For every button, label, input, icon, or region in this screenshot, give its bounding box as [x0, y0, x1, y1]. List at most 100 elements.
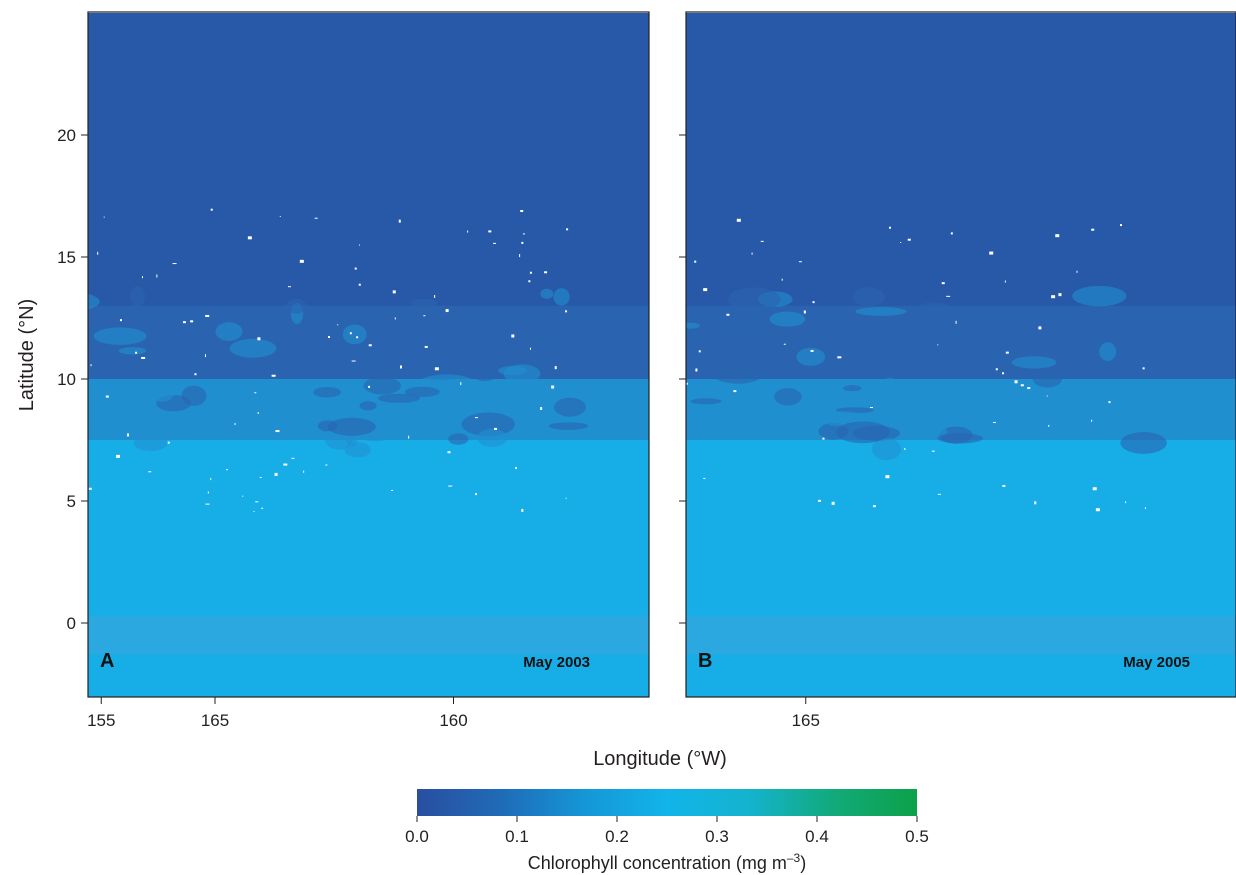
- chlorophyll-patch: [835, 421, 890, 444]
- cloud-pixel: [551, 385, 555, 389]
- cloud-mask-b: [0, 218, 1146, 512]
- colorbar-tick-label: 0.3: [705, 827, 729, 846]
- cloud-pixel: [148, 471, 152, 473]
- cloud-pixel: [103, 216, 105, 218]
- cloud-pixel: [368, 344, 372, 347]
- cloud-pixel: [1, 394, 3, 396]
- chlorophyll-patch: [327, 417, 376, 436]
- cloud-pixel: [43, 278, 46, 281]
- panel-letter-a: A: [100, 650, 114, 672]
- cloud-pixel: [0, 505, 3, 507]
- chlorophyll-patch: [467, 362, 501, 371]
- cloud-pixel: [818, 499, 822, 502]
- map-panel-b: B May 2005 165160155150: [0, 11, 1236, 730]
- cloud-pixel: [675, 249, 679, 251]
- colorbar-bar: [417, 789, 917, 816]
- cloud-pixel: [76, 472, 78, 474]
- cloud-pixel: [255, 501, 259, 503]
- colorbar-title: Chlorophyll concentration (mg m–3): [528, 851, 806, 873]
- chlorophyll-patch: [0, 385, 6, 408]
- cloud-pixel: [1092, 487, 1097, 491]
- chlorophyll-patch: [842, 385, 862, 392]
- chlorophyll-patch: [553, 288, 570, 306]
- cloud-pixel: [167, 441, 170, 444]
- chlorophyll-patch: [88, 294, 100, 310]
- cruise-track-a: [0, 103, 30, 479]
- cloud-pixel: [242, 495, 244, 497]
- chlorophyll-patch: [229, 338, 277, 358]
- cloud-pixel: [41, 318, 43, 321]
- chlorophyll-patch: [359, 401, 377, 411]
- cloud-pixel: [1005, 351, 1009, 354]
- cloud-pixel: [1091, 419, 1093, 422]
- chlorophyll-patch: [774, 388, 802, 406]
- cloud-pixel: [391, 489, 394, 491]
- cloud-pixel: [358, 244, 360, 246]
- chlorophyll-patch: [937, 433, 983, 444]
- cloud-pixel: [79, 300, 81, 302]
- cloud-pixel: [1046, 395, 1048, 397]
- cloud-pixel: [358, 283, 361, 286]
- chlorophyll-patch: [871, 437, 902, 461]
- cloud-pixel: [1142, 367, 1145, 370]
- y-axis-b: [679, 134, 686, 624]
- cloud-pixel: [955, 320, 957, 324]
- cloud-pixel: [274, 472, 278, 476]
- cloud-pixel: [156, 274, 158, 278]
- cloud-pixel: [760, 240, 764, 242]
- cloud-pixel: [521, 241, 524, 244]
- cloud-pixel: [950, 232, 953, 235]
- cloud-pixel: [907, 238, 911, 241]
- cloud-pixel: [992, 422, 996, 424]
- cloud-pixel: [751, 252, 753, 255]
- cloud-pixel: [521, 508, 524, 512]
- cloud-pixel: [53, 368, 55, 369]
- cloud-pixel: [837, 356, 842, 359]
- chlorophyll-patch: [56, 429, 87, 447]
- chlorophyll-patch: [71, 433, 90, 454]
- chlorophyll-patch: [1072, 285, 1127, 307]
- chlorophyll-patch: [363, 348, 388, 363]
- x-axis-title: Longitude (°W): [593, 748, 727, 770]
- cloud-pixel: [135, 351, 138, 354]
- cloud-pixel: [520, 210, 524, 213]
- cloud-pixel: [182, 321, 186, 324]
- chlorophyll-patch: [344, 442, 371, 458]
- cloud-pixel: [694, 260, 697, 263]
- chlorophyll-band: [686, 13, 1236, 307]
- cloud-pixel: [14, 510, 17, 511]
- cloud-pixel: [4, 487, 5, 489]
- cloud-pixel: [398, 219, 401, 223]
- colorbar-title-sup: –3: [787, 851, 801, 865]
- cloud-pixel: [680, 260, 683, 262]
- cloud-pixel: [904, 448, 906, 451]
- chlorophyll-patch: [93, 327, 147, 345]
- cloud-pixel: [400, 365, 403, 369]
- cloud-pixel: [653, 218, 655, 221]
- chlorophyll-patch: [855, 307, 907, 316]
- chlorophyll-patch: [118, 347, 147, 355]
- cloud-pixel: [15, 507, 16, 509]
- x-axis-b: 165160155150: [87, 697, 820, 730]
- cloud-pixel: [946, 295, 951, 297]
- cloud-pixel: [328, 336, 331, 339]
- cloud-pixel: [7, 283, 10, 285]
- cloud-pixel: [11, 447, 13, 450]
- chlorophyll-patch: [342, 324, 367, 345]
- x-tick-label: 160: [439, 711, 467, 730]
- x-tick-label: 155: [87, 711, 115, 730]
- cloud-pixel: [670, 468, 673, 471]
- cloud-pixel: [141, 356, 146, 359]
- cloud-pixel: [254, 392, 257, 394]
- cloud-pixel: [253, 511, 255, 513]
- cloud-pixel: [105, 395, 109, 398]
- chlorophyll-patch: [882, 377, 898, 393]
- cloud-pixel: [84, 392, 87, 394]
- cloud-pixel: [283, 463, 288, 466]
- chlorophyll-patch: [1008, 394, 1048, 415]
- cloud-pixel: [460, 382, 462, 386]
- cloud-pixel: [736, 218, 741, 222]
- cloud-pixel: [392, 290, 396, 294]
- cloud-pixel: [1125, 501, 1127, 504]
